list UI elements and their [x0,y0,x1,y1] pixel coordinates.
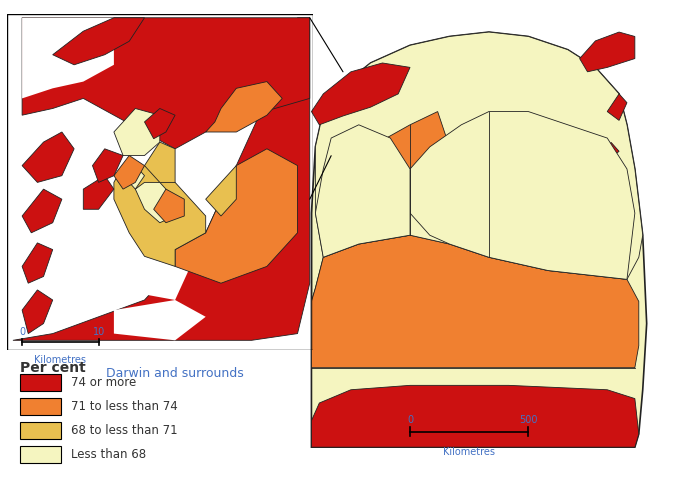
Polygon shape [316,32,643,279]
Polygon shape [311,235,410,324]
Polygon shape [92,149,123,182]
Bar [20,398,61,415]
Polygon shape [410,111,635,279]
Polygon shape [579,32,635,72]
Text: 0: 0 [407,415,413,425]
Polygon shape [311,385,639,447]
Polygon shape [206,166,237,216]
Polygon shape [68,166,190,300]
Text: 71 to less than 74: 71 to less than 74 [71,400,178,413]
Polygon shape [53,18,145,65]
Polygon shape [145,108,175,139]
Bar [20,446,61,463]
Text: 10: 10 [92,327,105,337]
Polygon shape [22,290,53,334]
Polygon shape [607,94,627,120]
Polygon shape [175,149,298,283]
Polygon shape [123,166,145,189]
Text: 74 or more: 74 or more [71,376,137,389]
Polygon shape [206,82,282,132]
Polygon shape [13,18,310,340]
Polygon shape [145,142,175,182]
Polygon shape [114,166,206,266]
Polygon shape [154,189,184,223]
Polygon shape [311,235,639,368]
Text: Less than 68: Less than 68 [71,448,146,461]
Text: Darwin and surrounds: Darwin and surrounds [106,367,244,380]
Polygon shape [311,32,647,447]
Bar [20,374,61,391]
Polygon shape [371,111,449,169]
Polygon shape [22,189,62,233]
Text: 68 to less than 71: 68 to less than 71 [71,424,178,437]
Polygon shape [22,243,53,283]
Polygon shape [83,176,114,209]
Polygon shape [316,125,410,257]
Polygon shape [135,182,175,223]
Bar [20,422,61,439]
Bar [7,14,313,350]
Text: Per cent: Per cent [20,361,86,375]
Polygon shape [22,18,310,149]
Text: 0: 0 [19,327,25,337]
Polygon shape [114,300,206,340]
Polygon shape [114,156,145,189]
Polygon shape [22,132,74,182]
Text: 500: 500 [519,415,538,425]
Polygon shape [596,143,619,165]
Text: Kilometres: Kilometres [35,355,86,365]
Text: Kilometres: Kilometres [443,447,495,457]
Polygon shape [114,108,160,156]
Polygon shape [311,63,410,125]
Polygon shape [22,18,114,98]
